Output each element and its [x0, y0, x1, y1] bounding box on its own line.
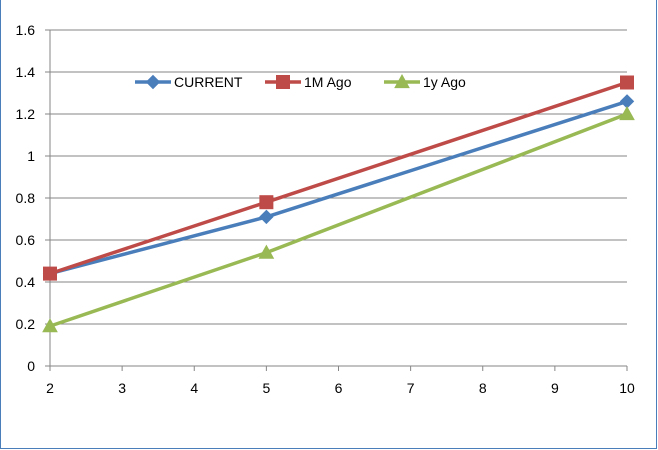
series-line — [49, 80, 628, 276]
y-tick-label: 1.6 — [16, 22, 36, 38]
legend-swatch-marker — [145, 74, 161, 90]
series-markers — [42, 75, 635, 333]
y-tick-label: 1 — [27, 148, 35, 164]
y-tick-label: 0.4 — [16, 274, 36, 290]
x-tick-label: 3 — [118, 380, 126, 396]
x-tick-label: 4 — [190, 380, 198, 396]
legend-label: 1y Ago — [423, 74, 466, 90]
legend: CURRENT 1M Ago 1y Ago — [135, 73, 466, 90]
data-point — [42, 318, 58, 333]
data-point — [259, 195, 274, 210]
legend-swatch-marker — [276, 75, 290, 89]
x-tick-label: 7 — [407, 380, 415, 396]
x-tick-label: 5 — [262, 380, 270, 396]
data-point — [43, 266, 57, 281]
data-point — [258, 244, 275, 259]
y-tick-label: 1.4 — [16, 64, 36, 80]
series-lines — [49, 80, 628, 328]
data-point — [259, 209, 274, 225]
legend-label: 1M Ago — [304, 74, 352, 90]
y-tick-label: 1.2 — [16, 106, 36, 122]
y-tick-label: 0.6 — [16, 232, 36, 248]
data-point — [619, 94, 635, 109]
data-point — [619, 105, 635, 121]
gridlines — [50, 29, 627, 325]
x-tick-label: 6 — [335, 380, 343, 396]
x-tick-label: 8 — [479, 380, 487, 396]
series-line — [49, 99, 628, 276]
x-tick-label: 10 — [619, 380, 635, 396]
x-tick-label: 2 — [46, 380, 54, 396]
y-tick-label: 0 — [27, 358, 35, 374]
y-tick-label: 0.8 — [16, 190, 36, 206]
x-tick-label: 9 — [551, 380, 559, 396]
series-line — [49, 112, 628, 328]
axes: 0 0.2 0.4 0.6 0.8 1 1.2 1.4 1.6 2 3 4 5 6 7 8 9 10 — [16, 22, 635, 396]
data-point — [620, 75, 634, 90]
legend-label: CURRENT — [174, 74, 243, 90]
y-tick-label: 0.2 — [16, 316, 36, 332]
legend-swatch-marker — [394, 73, 410, 89]
